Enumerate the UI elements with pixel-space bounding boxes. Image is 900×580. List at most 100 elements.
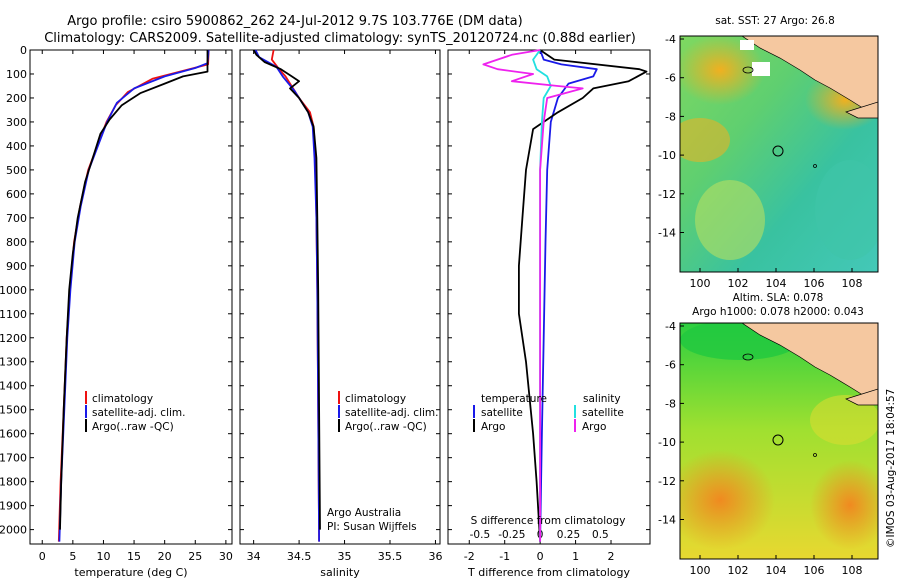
legend-label-t-satellite: satellite: [481, 407, 523, 419]
y-tick-label: 1400: [0, 380, 27, 393]
note-argo-australia: Argo Australia: [327, 507, 401, 519]
x-tick-label: -2: [464, 550, 475, 563]
y-tick-label: 1800: [0, 476, 27, 489]
map-x-tick-label: 102: [728, 277, 749, 290]
x-tick-label: 35: [338, 550, 352, 563]
map-x-tick-label: 104: [766, 277, 787, 290]
x-tick-label: -1: [499, 550, 510, 563]
x-tick-label: 10: [96, 550, 110, 563]
series-line-t-argo: [518, 49, 648, 542]
legend-label-climatology: climatology: [345, 393, 406, 405]
y-tick-label: 100: [6, 68, 27, 81]
map-x-tick-label: 102: [728, 564, 749, 577]
panel-frame: [29, 49, 233, 545]
map-y-tick-label: -4: [665, 33, 676, 46]
x-tick-label: 34: [247, 550, 261, 563]
land-java-sst: [845, 101, 878, 119]
map-x-tick-label: 108: [842, 564, 863, 577]
land-sumatra-sst: [741, 36, 878, 116]
series-line-s-argo: [482, 49, 584, 542]
series-line-satellite-adj-clim-: [58, 49, 210, 542]
sla-map: Altim. SLA: 0.078 Argo h1000: 0.078 h200…: [658, 292, 879, 577]
credit-stamp: ©IMOS 03-Aug-2017 18:04:57: [885, 389, 897, 548]
map-x-tick-label: 104: [766, 564, 787, 577]
map-y-tick-label: -10: [658, 436, 676, 449]
legend-label-s-argo: Argo: [582, 421, 606, 433]
sst-map-title: sat. SST: 27 Argo: 26.8: [715, 15, 835, 27]
y-tick-label: 300: [6, 116, 27, 129]
figure-title-line2: Climatology: CARS2009. Satellite-adjuste…: [44, 31, 636, 46]
land-java-sla: [845, 388, 878, 406]
x-axis-label: temperature (deg C): [74, 566, 187, 579]
x-tick-label: 0: [537, 550, 544, 563]
map-y-tick-label: -10: [658, 149, 676, 162]
legend-label-satellite: satellite-adj. clim.: [345, 407, 438, 419]
y-tick-label: 1100: [0, 308, 27, 321]
series-line-argo-raw-qc-: [252, 49, 321, 530]
map-x-tick-label: 100: [690, 277, 711, 290]
series-line-climatology: [57, 49, 210, 542]
s-tick-label: 0.5: [592, 529, 609, 541]
land-sumatra-sla: [741, 323, 878, 403]
panel-frame: [239, 49, 441, 545]
difference-legend: temperature satellite Argo salinity sate…: [471, 393, 626, 527]
y-tick-label: 0: [20, 44, 27, 57]
y-tick-label: 1600: [0, 428, 27, 441]
x-axis-label: T difference from climatology: [467, 566, 630, 579]
sla-map-title-line2: Argo h1000: 0.078 h2000: 0.043: [692, 306, 864, 318]
y-tick-label: 800: [6, 236, 27, 249]
map-y-tick-label: -8: [665, 397, 676, 410]
s-tick-label: 0.25: [557, 529, 580, 541]
s-tick-label: -0.5: [470, 529, 491, 541]
map-x-tick-label: 100: [690, 564, 711, 577]
note-pi: PI: Susan Wijffels: [327, 521, 417, 533]
x-tick-label: 30: [219, 550, 233, 563]
y-tick-label: 1700: [0, 452, 27, 465]
x-tick-label: 5: [69, 550, 76, 563]
map-y-tick-label: -12: [658, 475, 676, 488]
x-tick-label: 36: [428, 550, 442, 563]
legend-heading-salinity: salinity: [583, 393, 621, 405]
map-x-tick-label: 106: [804, 277, 825, 290]
map-x-tick-label: 108: [842, 277, 863, 290]
y-tick-label: 500: [6, 164, 27, 177]
s-axis-label: S difference from climatology: [471, 515, 626, 527]
y-tick-label: 200: [6, 92, 27, 105]
salinity-legend: climatology satellite-adj. clim. Argo(..…: [327, 391, 438, 533]
x-tick-label: 25: [188, 550, 202, 563]
x-tick-label: 20: [158, 550, 172, 563]
y-tick-label: 900: [6, 260, 27, 273]
legend-label-climatology: climatology: [92, 393, 153, 405]
difference-panel: -2 -1 0 1 2 T difference from climatology -0.5…: [447, 49, 651, 579]
y-tick-label: 2000: [0, 524, 27, 537]
argo-float-marker-sla: [772, 434, 784, 446]
s-tick-label: -0.25: [498, 529, 525, 541]
y-tick-label: 400: [6, 140, 27, 153]
map-y-tick-label: -14: [658, 514, 676, 527]
y-tick-label: 1300: [0, 356, 27, 369]
legend-label-argo: Argo(..raw -QC): [92, 421, 174, 433]
legend-label-s-satellite: satellite: [582, 407, 624, 419]
figure-title-line1: Argo profile: csiro 5900862_262 24-Jul-2…: [67, 14, 522, 29]
map-x-tick-label: 106: [804, 564, 825, 577]
x-axis-label: salinity: [320, 566, 360, 579]
legend-label-argo: Argo(..raw -QC): [345, 421, 427, 433]
y-tick-label: 1000: [0, 284, 27, 297]
sla-map-title-line1: Altim. SLA: 0.078: [733, 292, 824, 304]
x-tick-label: 35.5: [378, 550, 403, 563]
legend-heading-temperature: temperature: [481, 393, 547, 405]
x-tick-label: 34.5: [287, 550, 312, 563]
legend-label-satellite: satellite-adj. clim.: [92, 407, 185, 419]
series-line-argo-raw-qc-: [59, 50, 209, 530]
series-line-t-satellite: [539, 49, 598, 542]
map-y-tick-label: -14: [658, 227, 676, 240]
panel-frame: [447, 49, 651, 545]
argo-float-marker-sst: [772, 145, 784, 157]
x-tick-label: 15: [127, 550, 141, 563]
x-tick-label: 2: [608, 550, 615, 563]
legend-label-t-argo: Argo: [481, 421, 505, 433]
y-tick-label: 1200: [0, 332, 27, 345]
x-tick-label: 0: [39, 550, 46, 563]
y-tick-label: 1500: [0, 404, 27, 417]
